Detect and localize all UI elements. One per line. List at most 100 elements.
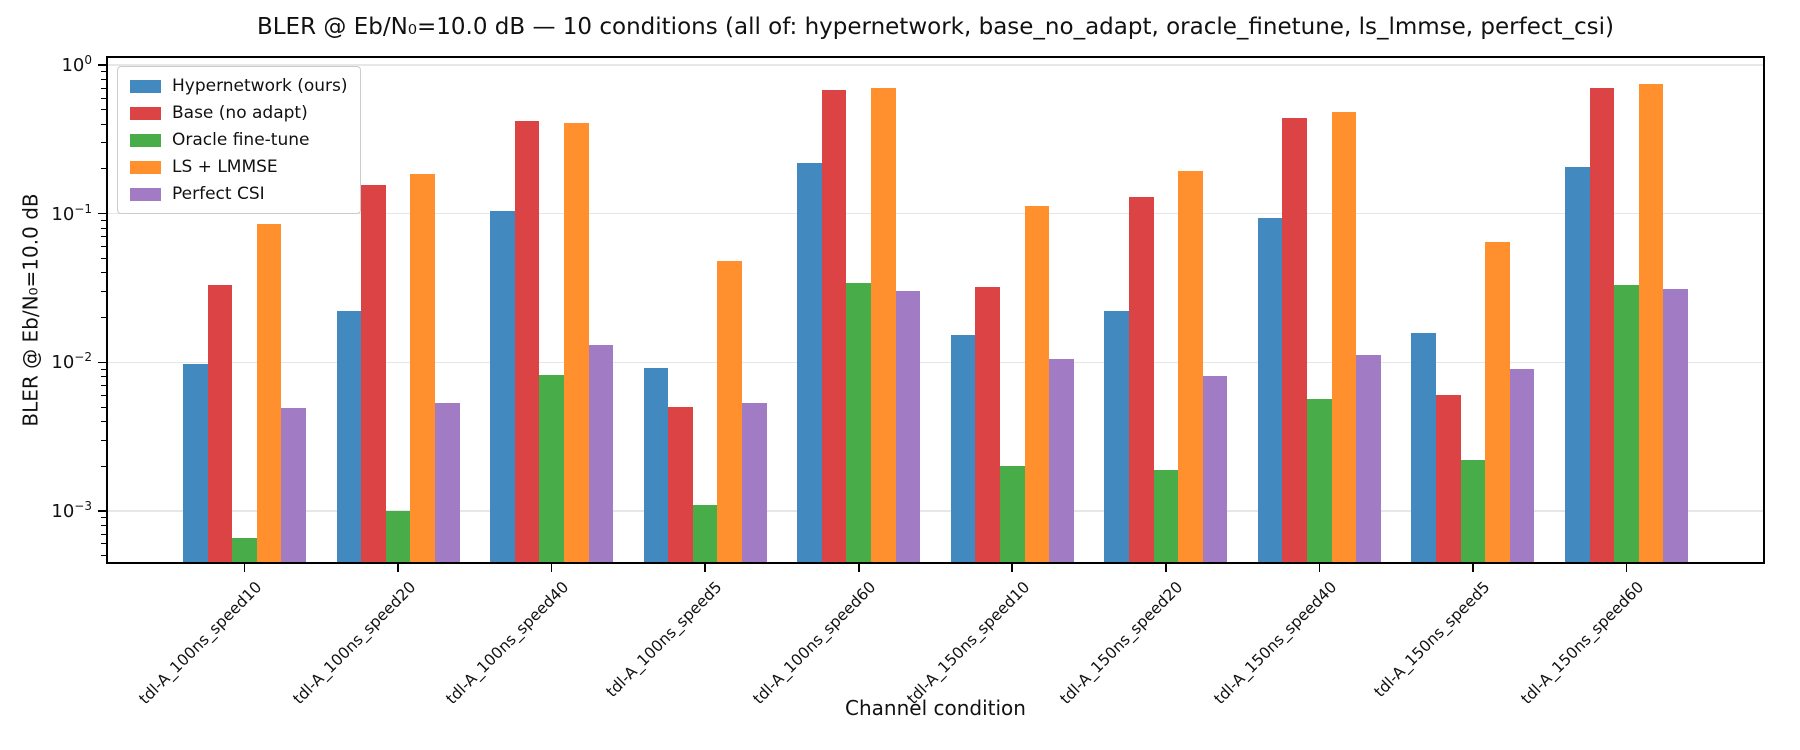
bar: [336, 311, 362, 562]
legend-item: LS + LMMSE: [130, 157, 348, 177]
x-tick: [1472, 564, 1474, 572]
bar: [1356, 355, 1381, 562]
bar: [1282, 118, 1308, 562]
bar: [1485, 241, 1510, 562]
legend-color-patch: [130, 79, 161, 93]
bar: [797, 162, 822, 562]
x-tick: [1318, 564, 1321, 572]
bar: [1460, 460, 1486, 562]
bar: [207, 285, 233, 562]
y-minor-tick: [101, 219, 106, 221]
x-tick-label: tdl-A_150ns_speed20: [1056, 578, 1187, 708]
legend-item: Hypernetwork (ours): [130, 76, 348, 96]
bar: [256, 224, 282, 562]
bar: [1435, 395, 1461, 562]
y-minor-tick: [101, 368, 106, 370]
legend-label: Oracle fine-tune: [172, 130, 310, 150]
bar: [821, 89, 847, 562]
x-tick: [397, 564, 399, 572]
bar: [1564, 167, 1590, 562]
right-spine: [1763, 56, 1765, 564]
bar: [999, 466, 1025, 562]
bar: [846, 283, 872, 562]
bar: [895, 291, 921, 562]
y-tick-label: 10−2: [51, 350, 92, 374]
gridline: [108, 361, 1763, 364]
y-minor-tick: [101, 465, 106, 467]
legend-color-patch: [130, 160, 161, 174]
y-minor-tick: [101, 376, 106, 378]
y-minor-tick: [101, 290, 106, 292]
bar: [1411, 333, 1436, 562]
legend-item: Base (no adapt): [130, 103, 348, 123]
y-minor-tick: [101, 524, 106, 526]
bar: [1257, 217, 1283, 562]
bar: [1178, 170, 1203, 562]
y-minor-tick: [101, 555, 106, 557]
x-tick: [1625, 564, 1628, 572]
y-minor-tick: [101, 78, 106, 80]
bar: [717, 261, 743, 562]
bar: [385, 511, 411, 562]
legend-label: LS + LMMSE: [172, 157, 278, 177]
bar: [183, 364, 208, 562]
x-tick: [550, 564, 553, 572]
left-spine: [106, 56, 108, 564]
y-minor-tick: [101, 394, 106, 396]
y-minor-tick: [101, 236, 106, 238]
y-minor-tick: [101, 246, 106, 248]
legend-item: Oracle fine-tune: [130, 130, 348, 150]
bar: [643, 367, 669, 562]
y-minor-tick: [101, 384, 106, 386]
y-minor-tick: [101, 87, 106, 89]
y-minor-tick: [101, 317, 106, 319]
x-tick: [243, 564, 246, 572]
bar: [1638, 83, 1664, 562]
x-tick: [704, 564, 706, 572]
bar: [1128, 196, 1154, 562]
y-major-tick: [98, 361, 106, 364]
bar: [281, 408, 307, 562]
bar: [1104, 311, 1129, 562]
y-minor-tick: [101, 97, 106, 99]
bar: [1202, 375, 1228, 562]
x-tick-label: tdl-A_100ns_speed5: [603, 578, 726, 701]
y-major-tick: [98, 212, 106, 215]
x-tick-label: tdl-A_100ns_speed40: [442, 578, 573, 708]
x-tick-label: tdl-A_100ns_speed20: [289, 578, 419, 708]
x-tick: [1011, 564, 1014, 572]
bar: [1153, 469, 1179, 562]
bar: [435, 403, 460, 562]
y-minor-tick: [101, 543, 106, 545]
x-tick: [1164, 564, 1167, 572]
x-tick-label: tdl-A_150ns_speed10: [903, 578, 1033, 708]
y-major-tick: [98, 64, 106, 66]
legend-color-patch: [130, 187, 161, 201]
bar: [692, 504, 718, 562]
bar: [742, 403, 767, 562]
bar: [410, 173, 435, 562]
y-minor-tick: [101, 421, 106, 422]
bar: [1024, 206, 1050, 562]
y-tick-label: 100: [61, 53, 92, 77]
y-minor-tick: [101, 439, 106, 441]
bar: [1663, 289, 1688, 562]
y-minor-tick: [101, 272, 106, 274]
x-tick-label: tdl-A_100ns_speed10: [135, 578, 266, 708]
legend-label: Base (no adapt): [172, 103, 308, 123]
bar: [361, 185, 386, 562]
y-minor-tick: [101, 517, 106, 519]
bar: [1049, 359, 1074, 562]
bar: [1331, 112, 1357, 562]
bar: [1614, 285, 1639, 562]
bar: [975, 287, 1000, 562]
bar: [588, 345, 614, 562]
y-major-tick: [98, 510, 106, 512]
chart-title: BLER @ Eb/N₀=10.0 dB — 10 conditions (al…: [256, 14, 1615, 40]
bottom-spine: [106, 562, 1765, 564]
y-minor-tick: [101, 533, 106, 535]
y-minor-tick: [101, 71, 106, 73]
bar: [668, 407, 693, 562]
